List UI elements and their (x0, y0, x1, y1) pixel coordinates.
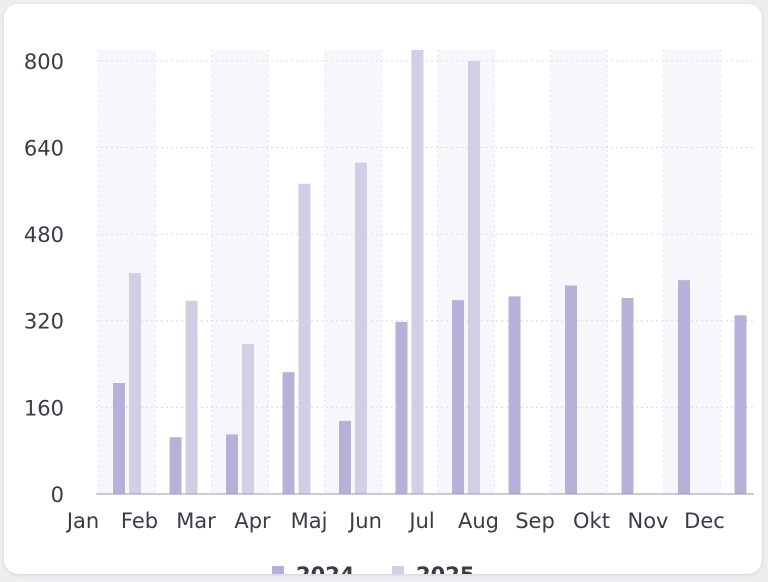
bar-2024-mar (226, 434, 238, 494)
bar-2024-apr (282, 372, 295, 494)
bar-2024-jul (452, 300, 464, 494)
bar-2024-aug (508, 296, 521, 494)
x-tick-label: Aug (458, 509, 499, 533)
bar-2024-jan (113, 383, 125, 494)
bar-chart: 0 160 320 480 640 800 Jan Feb Mar Apr Maj Jun Jul Aug… (24, 50, 754, 574)
x-tick-label: Jun (347, 509, 382, 533)
bar-2024-nov (678, 280, 690, 494)
column-band (98, 50, 156, 494)
bar-2025-maj (355, 162, 367, 494)
y-tick-label: 0 (51, 483, 64, 507)
x-tick-label: Nov (628, 509, 669, 533)
y-tick-label: 320 (24, 310, 64, 334)
legend-swatch (272, 566, 284, 574)
bar-2024-maj (339, 420, 351, 494)
legend-label: 2025 (416, 563, 474, 574)
bar-2024-dec (734, 315, 747, 494)
x-tick-label: Jul (407, 509, 434, 533)
column-band (437, 50, 495, 494)
legend-swatch (392, 566, 404, 574)
bar-2025-apr (298, 183, 311, 495)
x-tick-label: Maj (291, 509, 328, 533)
bar-2024-feb (169, 437, 182, 494)
bar-2024-okt (621, 297, 634, 494)
column-band (550, 50, 608, 494)
y-tick-label: 800 (24, 50, 64, 74)
chart-card: 0 160 320 480 640 800 Jan Feb Mar Apr Maj Jun Jul Aug… (4, 4, 762, 574)
bar-2024-sep (565, 285, 577, 494)
y-tick-label: 480 (24, 223, 64, 247)
bar-2025-mar (242, 344, 254, 494)
x-tick-label: Sep (515, 509, 555, 533)
legend-label: 2024 (296, 563, 354, 574)
bar-2024-jun (395, 321, 408, 494)
bar-2025-jun (411, 50, 424, 494)
column-band (663, 50, 721, 494)
bar-2025-jan (129, 273, 141, 494)
x-tick-label: Okt (573, 509, 610, 533)
y-tick-label: 160 (24, 396, 64, 420)
x-tick-label: Feb (121, 509, 158, 533)
bar-2025-feb (185, 300, 198, 494)
x-tick-label: Dec (684, 509, 725, 533)
x-tick-label: Mar (176, 509, 216, 533)
column-band (211, 50, 269, 494)
x-tick-label: Apr (234, 509, 271, 533)
x-tick-label: Jan (65, 509, 99, 533)
y-tick-label: 640 (24, 136, 64, 160)
bar-2025-jul (468, 60, 480, 494)
column-band (324, 50, 382, 494)
